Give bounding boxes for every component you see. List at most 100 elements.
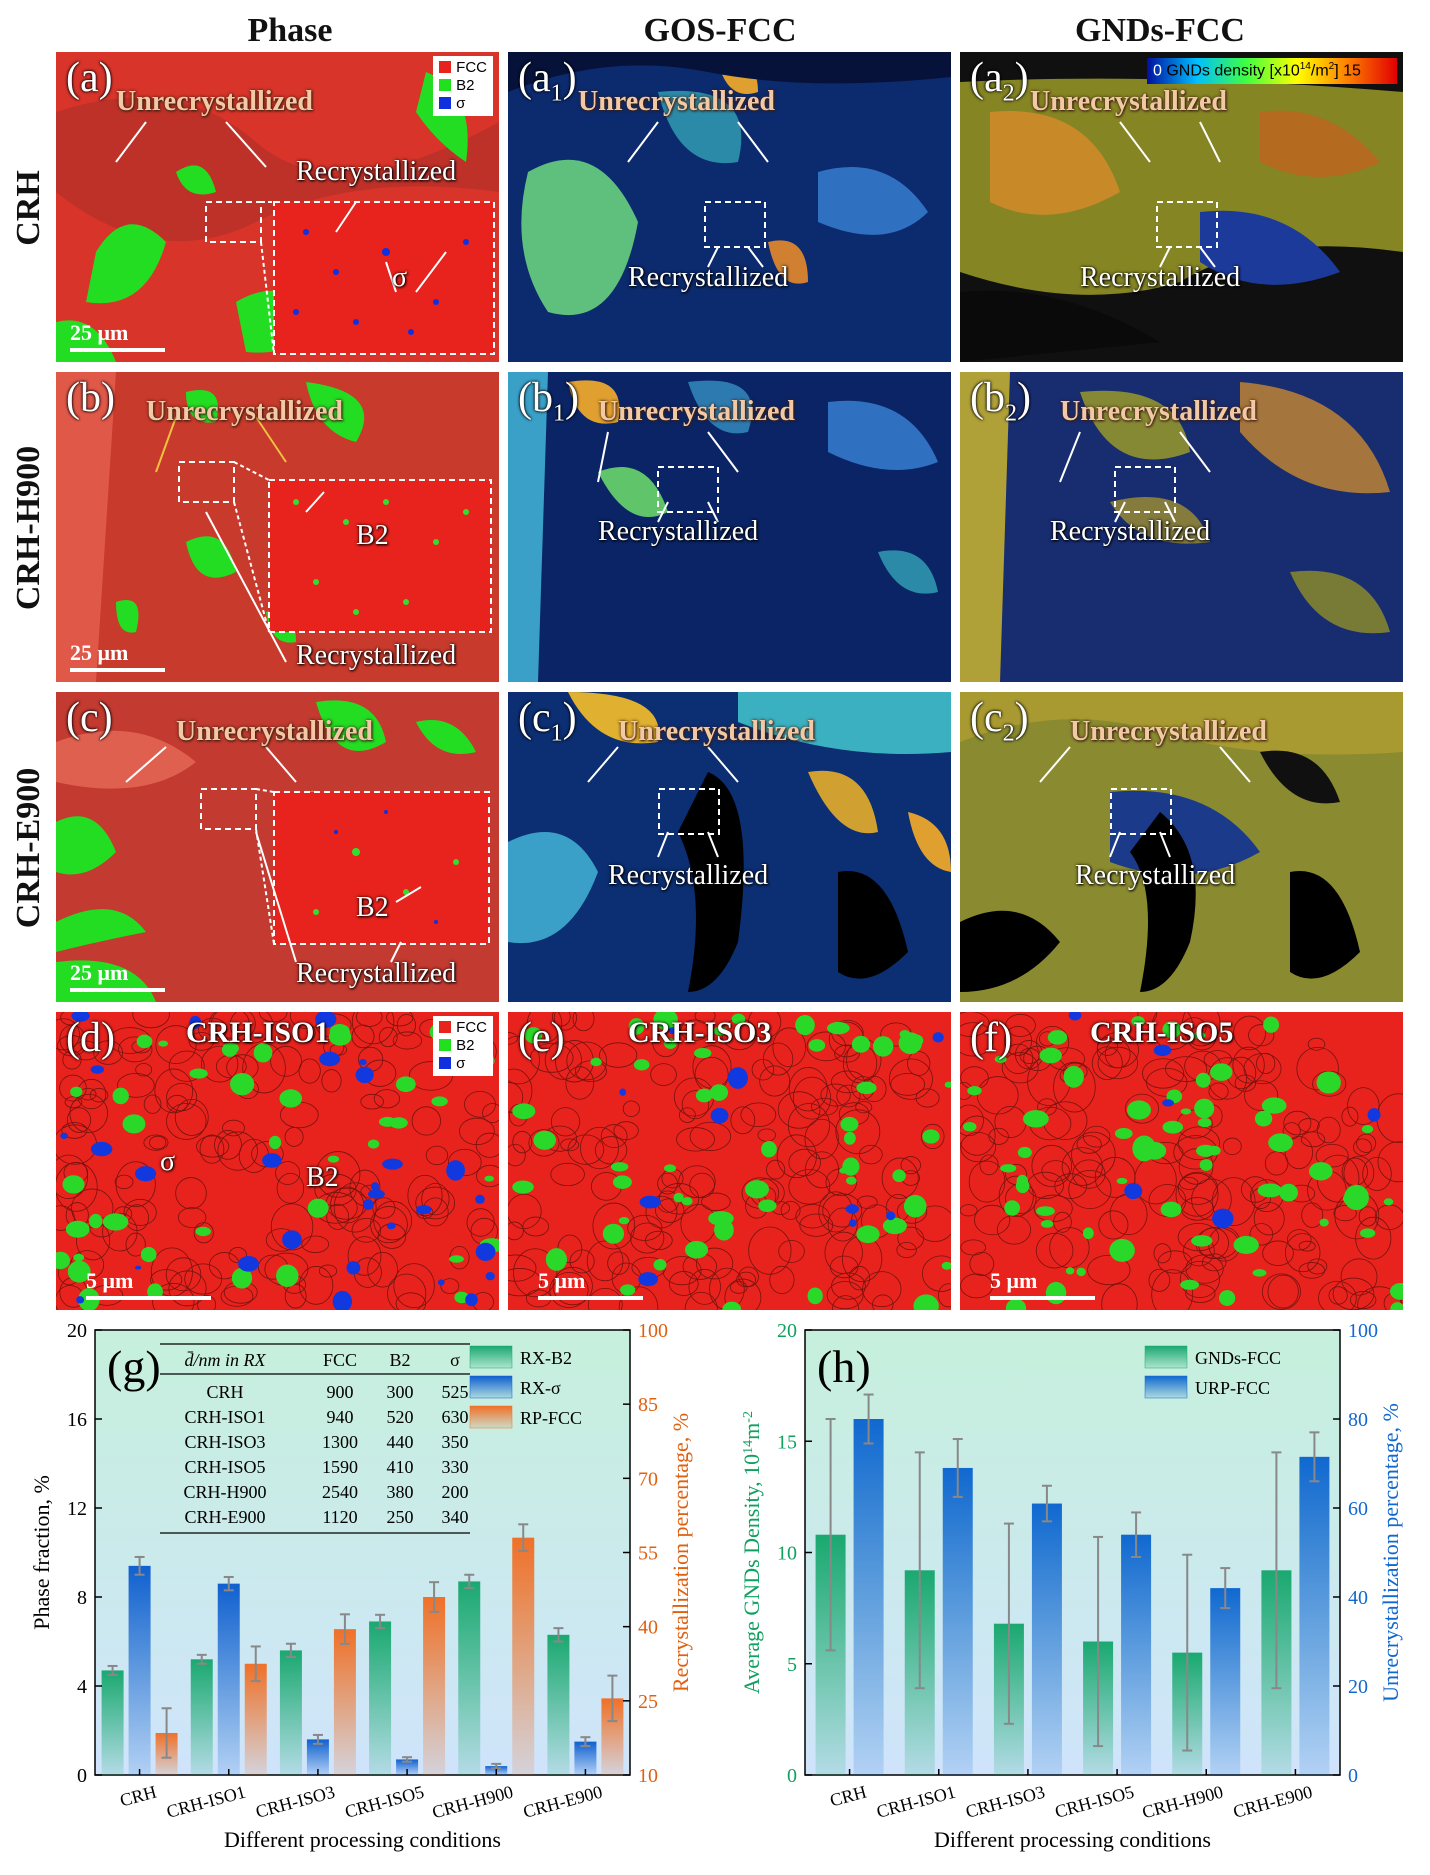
b2-grain (709, 1084, 729, 1101)
grain-boundary (678, 1107, 696, 1123)
grain-boundary (788, 1169, 831, 1205)
grain-boundary (1211, 1177, 1256, 1226)
sigma-grain (1212, 1208, 1234, 1229)
bar-rp-fcc-4 (512, 1537, 535, 1775)
sigma-grain (189, 1015, 202, 1029)
grain-boundary (1179, 1176, 1199, 1190)
gos-map-image (508, 692, 951, 1002)
grain-boundary (199, 1134, 225, 1164)
grain-boundary (1165, 1056, 1208, 1082)
sigma-grain (319, 1051, 341, 1067)
b2-grain (329, 1023, 350, 1040)
grain-boundary (407, 1174, 443, 1217)
grain-boundary (551, 1012, 571, 1027)
b2-grain (664, 1038, 677, 1049)
grain-boundary (1347, 1087, 1380, 1125)
sigma-grain (446, 1160, 465, 1181)
grain-boundary (259, 1012, 288, 1023)
b2-swatch (439, 79, 452, 91)
grain-boundary (835, 1109, 881, 1155)
annotation-unrecrystallized-b: Unrecrystallized (146, 396, 343, 427)
grain-boundary (93, 1040, 123, 1065)
grain-boundary (834, 1044, 860, 1063)
bar-rx-b2-1 (190, 1659, 213, 1775)
grain-boundary (135, 1063, 153, 1077)
b2-grain (708, 1211, 734, 1226)
grain-boundary (196, 1135, 230, 1158)
gos-map-image (508, 372, 951, 682)
legend-swatch (469, 1405, 513, 1429)
bar-rx-b2-0 (101, 1670, 124, 1775)
b2-grain (73, 1253, 85, 1262)
b2-grain (449, 1255, 464, 1263)
grain-boundary (123, 1198, 157, 1226)
grain-boundary (900, 1156, 921, 1175)
b2-grain (1016, 1174, 1028, 1187)
b2-grain (722, 1301, 742, 1310)
b2-grain (685, 1241, 709, 1259)
grain-boundary (688, 1268, 721, 1305)
grain-boundary (276, 1173, 305, 1204)
grain-boundary (897, 1226, 924, 1251)
b2-grain (1131, 1016, 1145, 1027)
grain-boundary (1087, 1254, 1131, 1286)
gnds-map-image (960, 372, 1403, 682)
grain-boundary (1179, 1260, 1220, 1298)
grain-boundary (565, 1066, 595, 1100)
grain-boundary (373, 1200, 413, 1241)
bar-urp-fcc-0 (853, 1419, 884, 1775)
grain-boundary (440, 1278, 460, 1295)
table-cell: 900 (327, 1382, 354, 1402)
scalebar-b: 25 μm (70, 640, 165, 672)
y2-tick-label: 60 (1348, 1498, 1368, 1520)
grain-boundary (696, 1247, 734, 1280)
grain-boundary (508, 1221, 524, 1241)
annotation-unrecrystallized-a2: Unrecrystallized (1030, 86, 1227, 117)
y2-tick-label: 0 (1348, 1765, 1358, 1787)
panel-label: (h) (817, 1341, 871, 1392)
bar-urp-fcc-4 (1210, 1588, 1241, 1775)
grain-boundary (1191, 1178, 1232, 1221)
grain-boundaries (508, 1012, 951, 1310)
grain-boundary (1248, 1024, 1275, 1047)
sigma-grain (886, 1211, 896, 1221)
sigma-grain (845, 1204, 859, 1214)
grain-boundary (736, 1271, 757, 1288)
b2-grain (892, 1169, 906, 1183)
b2-grain (840, 1116, 859, 1132)
b2-grain (1196, 1144, 1216, 1157)
b2-grain (845, 1176, 857, 1185)
b2-grain (545, 1248, 568, 1271)
grain-boundary (1264, 1151, 1289, 1176)
table-cell: 525 (442, 1382, 469, 1402)
grain-boundary (59, 1024, 86, 1054)
b2-grain (826, 1021, 850, 1035)
grain-boundary (326, 1203, 350, 1230)
annotation-unrecrystallized-c: Unrecrystallized (176, 716, 373, 747)
table-cell: 940 (327, 1407, 354, 1427)
grain-boundary (1185, 1254, 1224, 1284)
y-tick-label: 5 (787, 1654, 797, 1676)
panel-f-phase-map: (f) CRH-ISO5 5 μm (960, 1012, 1403, 1310)
bar-rp-fcc-5 (601, 1698, 624, 1775)
grain-boundary (165, 1257, 202, 1292)
bar-rp-fcc-3 (423, 1597, 446, 1775)
bar-rx-b2-4 (458, 1581, 481, 1775)
sigma-grain (60, 1132, 68, 1139)
scalebar-e: 5 μm (538, 1268, 643, 1300)
grain-boundary (740, 1102, 777, 1128)
table-cell: 250 (387, 1507, 414, 1527)
grain-boundary (1350, 1291, 1377, 1310)
grain-boundary (960, 1239, 986, 1256)
grain-boundary (772, 1027, 807, 1068)
b2-grain (1361, 1124, 1374, 1134)
grain-boundary (787, 1103, 830, 1148)
b2-grain (967, 1086, 982, 1096)
grain-boundary (421, 1182, 450, 1216)
b2-grain (89, 1213, 103, 1229)
annotation-recrystallized-b2: Recrystallized (1050, 516, 1211, 547)
grain-boundary (976, 1076, 1019, 1115)
grain-boundary (56, 1162, 98, 1212)
grain-boundary (890, 1072, 926, 1096)
annotation-recrystallized-b: Recrystallized (296, 640, 457, 671)
